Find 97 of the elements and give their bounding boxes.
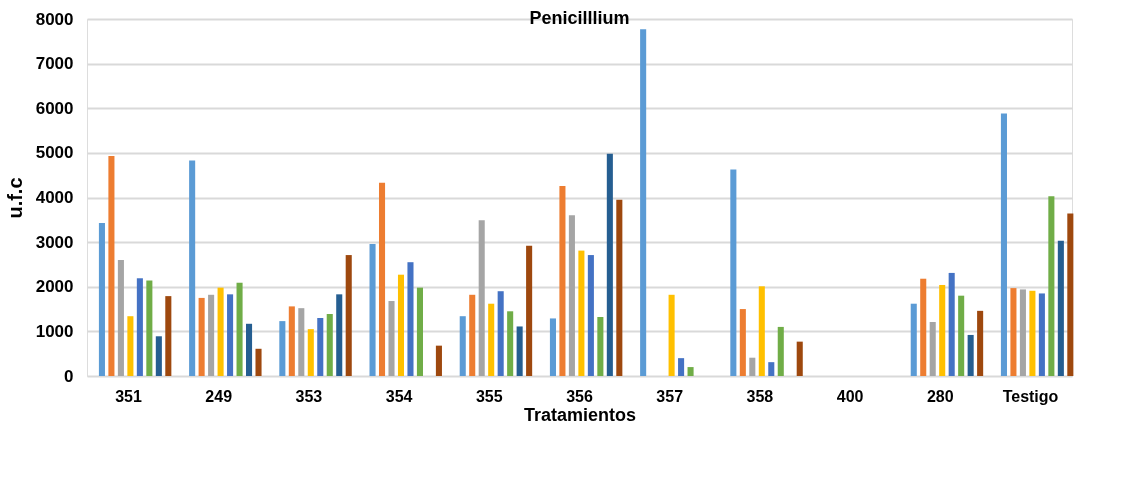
bar	[730, 169, 737, 376]
bar	[977, 310, 984, 376]
bar	[189, 160, 196, 376]
bar	[1010, 288, 1017, 376]
bar	[910, 303, 917, 376]
bar	[526, 245, 533, 376]
bar	[388, 301, 395, 376]
x-tick-label: 356	[566, 387, 593, 405]
bar	[98, 222, 105, 376]
bar	[578, 250, 585, 376]
bar	[948, 272, 955, 376]
x-axis-title: Tratamientos	[523, 404, 637, 425]
y-tick-label: 2000	[35, 277, 74, 297]
y-axis-title: u.f.c	[3, 177, 26, 219]
bar	[929, 322, 936, 376]
bar	[640, 29, 647, 376]
bar	[559, 185, 566, 376]
bar	[108, 156, 115, 376]
bar	[227, 294, 234, 376]
bar	[246, 323, 253, 376]
x-tick-label: 400	[836, 387, 864, 405]
y-tick-label: 3000	[35, 232, 74, 252]
bar	[758, 286, 765, 376]
bar	[317, 317, 324, 376]
bar	[345, 255, 352, 376]
bar	[279, 321, 286, 376]
bar	[488, 303, 495, 376]
y-tick-label: 7000	[35, 54, 74, 74]
bar	[967, 334, 974, 376]
bar	[336, 294, 343, 376]
bar	[1038, 293, 1045, 376]
bar	[796, 341, 803, 376]
bar	[288, 306, 295, 376]
bar	[146, 280, 153, 376]
bar	[307, 329, 314, 376]
bar	[507, 311, 514, 376]
bar	[768, 362, 775, 376]
bar	[920, 278, 927, 376]
x-tick-label: 358	[746, 387, 774, 405]
x-tick-label: 249	[205, 387, 233, 405]
bar	[165, 296, 172, 376]
bar	[777, 326, 784, 376]
bar	[155, 336, 162, 376]
bar	[1029, 290, 1036, 376]
bar	[459, 316, 466, 376]
bar	[407, 262, 414, 376]
bar	[217, 287, 224, 376]
bar	[469, 294, 476, 376]
x-tick-label: 280	[926, 387, 954, 405]
bar	[435, 345, 442, 376]
bar	[516, 326, 523, 376]
bar	[198, 297, 205, 376]
y-tick-label: 0	[64, 366, 74, 386]
x-tick-label: 354	[385, 387, 413, 405]
x-tick-label: 353	[295, 387, 323, 405]
x-tick-label: 355	[475, 387, 503, 405]
bar	[616, 199, 623, 376]
bar	[739, 309, 746, 376]
bar	[378, 182, 386, 376]
y-tick-label: 5000	[35, 143, 74, 163]
bar	[208, 294, 215, 376]
y-tick-label: 4000	[35, 188, 74, 207]
bar	[298, 308, 305, 376]
bar	[1000, 113, 1007, 376]
x-tick-label: Testigo	[1002, 387, 1059, 405]
y-tick-label: 8000	[35, 9, 74, 29]
bar	[397, 274, 405, 376]
bar	[136, 278, 143, 376]
bar	[749, 357, 756, 376]
bar	[687, 367, 694, 376]
bar	[958, 295, 965, 376]
y-tick-label: 6000	[35, 98, 74, 118]
bar	[568, 215, 575, 376]
bar	[939, 284, 946, 376]
bar	[117, 259, 124, 376]
bar	[369, 243, 376, 376]
bar	[478, 220, 485, 376]
bar	[597, 317, 604, 376]
bar	[678, 358, 685, 376]
bar	[236, 282, 243, 376]
bar	[127, 316, 134, 376]
bar	[549, 318, 556, 376]
bar	[1057, 240, 1064, 376]
bar	[1048, 196, 1055, 376]
bar	[668, 294, 675, 376]
x-tick-label: 351	[115, 387, 142, 405]
chart-title: Penicilllium	[529, 8, 630, 28]
y-tick-label: 1000	[35, 321, 74, 341]
x-tick-label: 357	[656, 387, 684, 405]
bar	[587, 255, 594, 376]
bar	[326, 313, 333, 376]
bar	[416, 287, 423, 376]
bar	[1067, 213, 1074, 376]
bar	[255, 348, 262, 376]
bar	[497, 291, 504, 376]
bar	[606, 153, 613, 376]
bar	[1019, 289, 1026, 376]
